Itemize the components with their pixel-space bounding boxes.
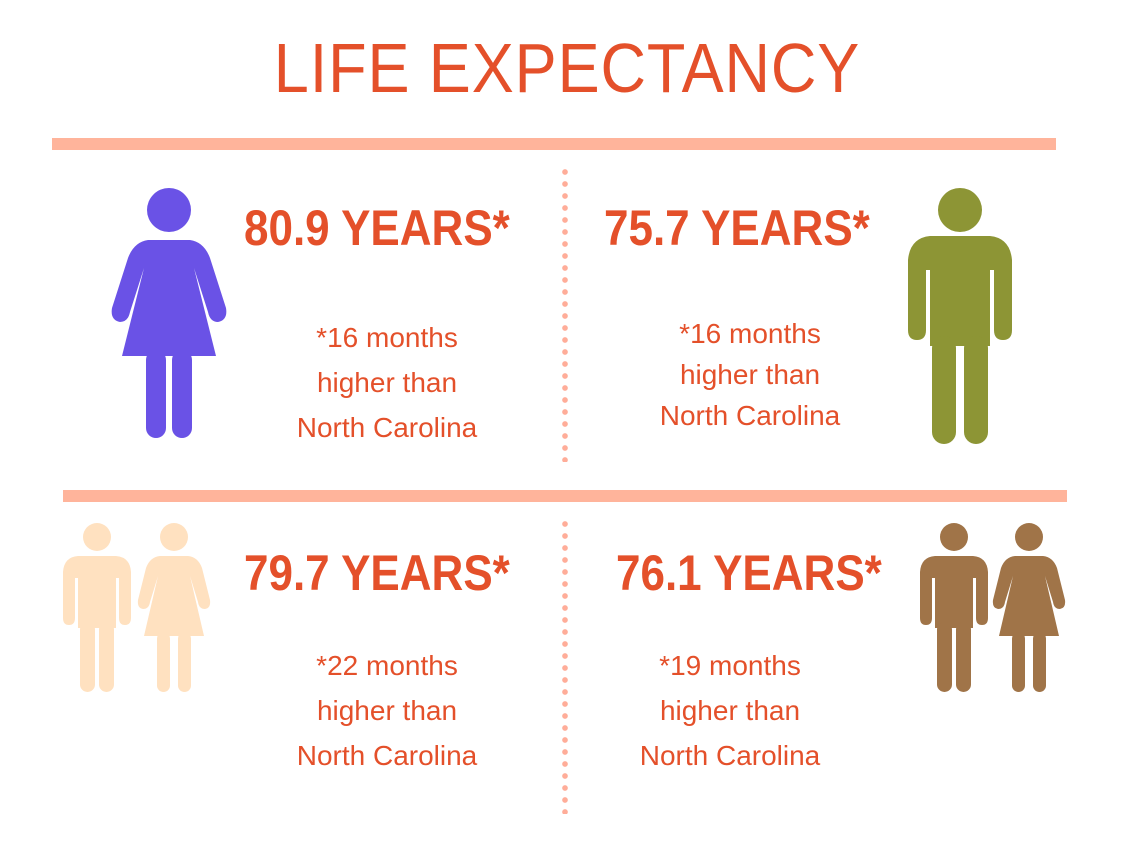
- comparison-note: *16 months higher than North Carolina: [620, 313, 880, 436]
- years-value: 76.1 YEARS*: [616, 545, 882, 601]
- comparison-note: *16 months higher than North Carolina: [257, 315, 517, 450]
- couple-figure-icon: [920, 523, 1066, 692]
- note-line: *22 months: [316, 650, 458, 681]
- female-figure-icon: [111, 188, 227, 438]
- note-line: North Carolina: [296, 412, 478, 443]
- note-line: North Carolina: [639, 740, 821, 771]
- comparison-note: *22 months higher than North Carolina: [257, 643, 517, 778]
- years-value: 79.7 YEARS*: [244, 545, 510, 601]
- note-line: *16 months: [679, 318, 821, 349]
- bottom-dotted-divider: [562, 518, 568, 814]
- top-divider: [52, 138, 1056, 150]
- note-line: North Carolina: [296, 740, 478, 771]
- years-value: 80.9 YEARS*: [244, 200, 510, 256]
- page-title: LIFE EXPECTANCY: [273, 29, 861, 107]
- comparison-note: *19 months higher than North Carolina: [600, 643, 860, 778]
- note-line: higher than: [316, 695, 458, 726]
- note-line: *16 months: [316, 322, 458, 353]
- top-dotted-divider: [562, 166, 568, 462]
- years-value: 75.7 YEARS*: [604, 200, 870, 256]
- male-figure-icon: [908, 188, 1012, 444]
- note-line: higher than: [679, 359, 821, 390]
- middle-divider: [63, 490, 1067, 502]
- couple-figure-icon: [63, 523, 211, 692]
- note-line: North Carolina: [659, 400, 841, 431]
- note-line: higher than: [316, 367, 458, 398]
- note-line: higher than: [659, 695, 801, 726]
- note-line: *19 months: [659, 650, 801, 681]
